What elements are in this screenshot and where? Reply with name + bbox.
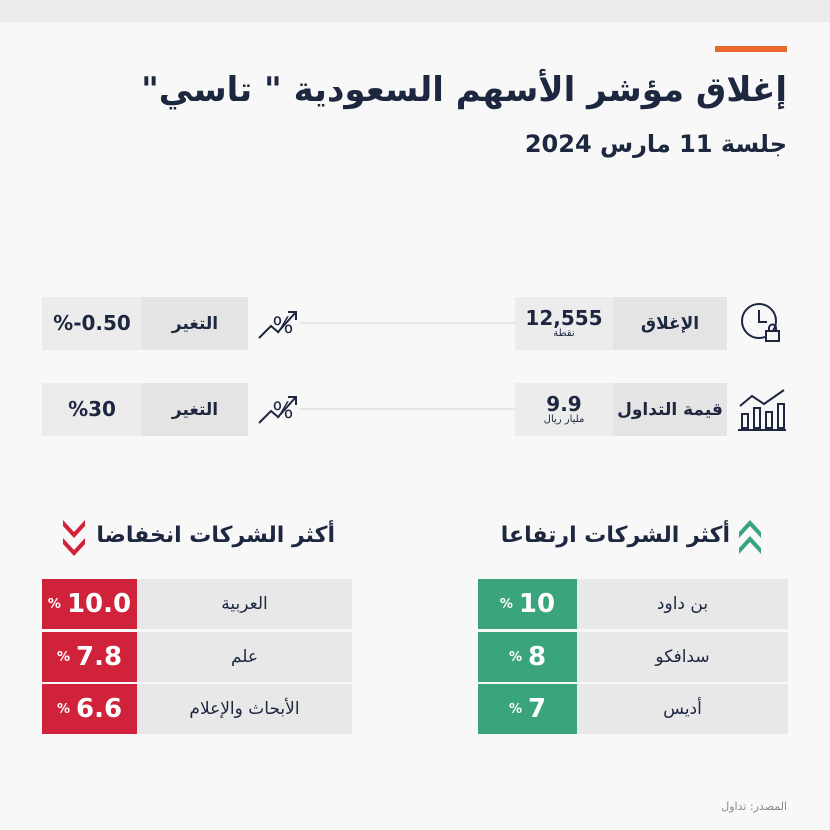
losers-title: أكثر الشركات انخفاضا xyxy=(96,523,335,548)
down-chevrons xyxy=(63,520,85,556)
up-chevrons xyxy=(739,520,761,554)
company-name: سدافكو xyxy=(577,632,788,682)
stat-value: 9.9 xyxy=(546,391,582,416)
top-strip xyxy=(0,0,830,22)
connector xyxy=(300,322,515,324)
change-value: %30 xyxy=(68,397,116,421)
stat-unit: نقطة xyxy=(553,327,575,339)
company-name: الأبحاث والإعلام xyxy=(137,684,352,734)
gainers-title: أكثر الشركات ارتفاعا xyxy=(500,523,730,548)
company-change: % 8 xyxy=(478,632,577,682)
change-number: 8 xyxy=(527,642,547,672)
change-value-box: %30 xyxy=(42,383,142,436)
company-change: % 10.0 xyxy=(42,579,137,629)
percent-sign: % xyxy=(56,649,70,665)
chart-icon xyxy=(738,389,786,431)
stat-value-box: 12,555 نقطة xyxy=(515,297,613,350)
subtitle: جلسة 11 مارس 2024 xyxy=(524,130,787,158)
percent-sign: % xyxy=(508,649,522,665)
company-name: أديس xyxy=(577,684,788,734)
clock-icon xyxy=(741,303,780,342)
percent-sign: % xyxy=(508,701,522,717)
company-change: % 6.6 xyxy=(42,684,137,734)
percent-sign: % xyxy=(47,596,61,612)
title: إغلاق مؤشر الأسهم السعودية " تاسي" xyxy=(141,70,787,110)
stat-label: قيمة التداول xyxy=(613,383,727,436)
stat-value: 12,555 xyxy=(525,305,603,330)
stat-unit: مليار ريال xyxy=(543,413,585,425)
change-number: 10.0 xyxy=(66,589,132,619)
change-label: التغير xyxy=(142,383,248,436)
change-number: 6.6 xyxy=(75,694,123,724)
change-number: 7.8 xyxy=(75,642,123,672)
company-name: بن داود xyxy=(577,579,788,629)
change-number: 7 xyxy=(527,694,547,724)
source: المصدر: تداول xyxy=(721,800,787,813)
company-change: % 7.8 xyxy=(42,632,137,682)
company-name: العربية xyxy=(137,579,352,629)
change-label: التغير xyxy=(142,297,248,350)
accent-bar xyxy=(715,46,787,52)
company-name: علم xyxy=(137,632,352,682)
svg-text:%: % xyxy=(273,399,294,424)
company-change: % 7 xyxy=(478,684,577,734)
percent-sign: % xyxy=(499,596,513,612)
change-number: 10 xyxy=(518,589,556,619)
connector xyxy=(300,408,515,410)
stat-value-box: 9.9 مليار ريال xyxy=(515,383,613,436)
change-value: %-0.50 xyxy=(53,311,131,335)
percent-icon: % xyxy=(258,396,297,424)
company-change: % 10 xyxy=(478,579,577,629)
percent-sign: % xyxy=(56,701,70,717)
change-value-box: %-0.50 xyxy=(42,297,142,350)
percent-icon: % xyxy=(258,311,297,339)
stat-label: الإغلاق xyxy=(613,297,727,350)
svg-text:%: % xyxy=(273,314,294,339)
